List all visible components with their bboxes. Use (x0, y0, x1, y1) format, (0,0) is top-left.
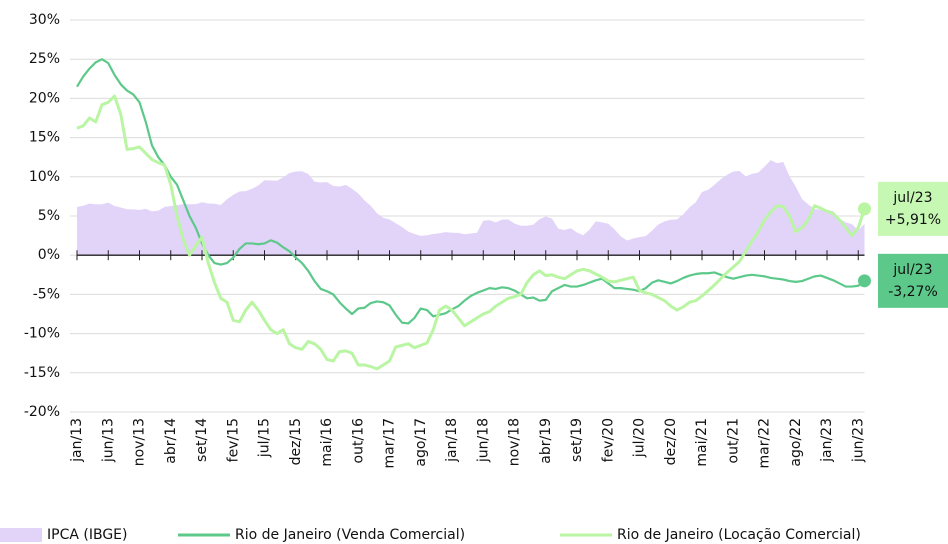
x-tick-label: nov/18 (507, 418, 523, 466)
legend-label: Rio de Janeiro (Locação Comercial) (617, 527, 861, 543)
end-dot (858, 274, 871, 288)
x-tick-label: jun/18 (475, 418, 491, 463)
end-label-box (878, 253, 948, 308)
x-tick-label: jan/18 (444, 418, 460, 463)
x-tick-label: mai/21 (694, 418, 710, 467)
legend-label: IPCA (IBGE) (47, 527, 127, 543)
x-tick-label: ago/22 (788, 418, 804, 467)
y-tick-label: -15% (24, 365, 60, 381)
end-label-date: jul/23 (892, 262, 932, 278)
y-tick-label: 0% (38, 247, 60, 263)
y-tick-label: -10% (24, 326, 60, 342)
y-tick-label: -5% (33, 286, 60, 302)
y-tick-label: 10% (29, 169, 60, 185)
x-tick-label: jan/23 (819, 418, 835, 463)
x-tick-label: set/14 (194, 418, 210, 462)
x-tick-label: dez/15 (288, 418, 304, 465)
x-tick-label: out/21 (725, 418, 741, 463)
legend-swatch (0, 528, 42, 542)
x-tick-label: mar/22 (757, 418, 773, 469)
line (76, 58, 866, 325)
x-tick-label: fev/20 (600, 418, 616, 462)
x-tick-label: out/16 (350, 418, 366, 464)
line (76, 94, 866, 371)
y-tick-label: 30% (29, 12, 60, 28)
x-tick-label: fev/15 (225, 418, 241, 462)
y-tick-label: 5% (38, 208, 60, 224)
x-tick-label: abr/14 (163, 418, 179, 464)
x-tick-label: nov/13 (132, 418, 148, 466)
legend-label: Rio de Janeiro (Venda Comercial) (235, 527, 465, 543)
x-tick-label: mar/17 (382, 418, 398, 469)
x-tick-label: jul/20 (632, 418, 648, 458)
x-tick-label: ago/17 (413, 418, 429, 467)
y-tick-label: 20% (29, 90, 60, 106)
y-tick-label: 15% (29, 130, 60, 146)
y-tick-label: -20% (24, 404, 60, 420)
x-tick-label: jul/15 (257, 418, 273, 458)
x-tick-label: set/19 (569, 418, 585, 462)
end-label-value: +5,91% (885, 212, 941, 228)
end-label-box (878, 181, 948, 236)
x-tick-label: mai/16 (319, 418, 335, 467)
x-tick-label: abr/19 (538, 418, 554, 464)
end-dot (858, 202, 871, 216)
x-tick-label: jun/23 (850, 418, 866, 463)
y-tick-label: 25% (29, 51, 60, 67)
x-tick-label: jun/13 (100, 418, 116, 463)
x-tick-label: dez/20 (663, 418, 679, 465)
area (77, 160, 865, 256)
end-label-value: -3,27% (888, 284, 938, 300)
x-tick-label: jan/13 (69, 418, 85, 463)
end-label-date: jul/23 (892, 190, 932, 206)
